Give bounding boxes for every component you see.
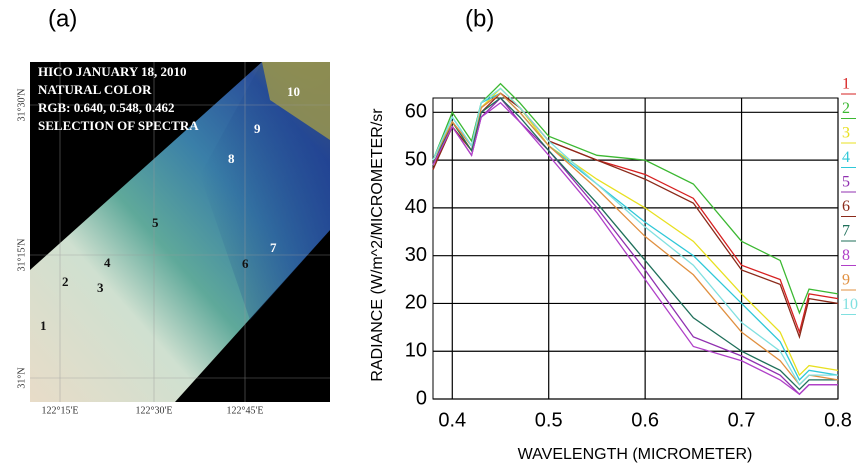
legend-label: 9 bbox=[842, 272, 850, 289]
series-line bbox=[432, 97, 838, 391]
caption: SELECTION OF SPECTRA bbox=[38, 118, 199, 133]
legend-label: 2 bbox=[842, 100, 850, 117]
caption: RGB: 0.640, 0.548, 0.462 bbox=[38, 100, 175, 115]
lon-label: 122°45'E bbox=[227, 405, 264, 416]
point-label: 1 bbox=[40, 318, 47, 333]
point-label: 4 bbox=[104, 255, 111, 270]
lat-label: 31°30'N bbox=[16, 88, 27, 121]
lon-label: 122°15'E bbox=[42, 405, 79, 416]
x-tick-label: 0.5 bbox=[535, 409, 563, 431]
graticule bbox=[30, 62, 330, 402]
x-tick-label: 0.4 bbox=[438, 409, 466, 431]
legend-label: 3 bbox=[842, 125, 850, 142]
series-line bbox=[432, 101, 838, 396]
legend-label: 1 bbox=[842, 76, 850, 93]
legend-label: 10 bbox=[842, 296, 858, 313]
point-label: 5 bbox=[152, 215, 159, 230]
y-tick-label: 0 bbox=[416, 387, 427, 409]
point-label: 3 bbox=[97, 280, 104, 295]
legend-label: 4 bbox=[842, 149, 850, 166]
y-tick-label: 10 bbox=[405, 340, 427, 362]
image-swath-shade bbox=[200, 62, 330, 320]
x-tick-label: 0.6 bbox=[631, 409, 659, 431]
x-tick-label: 0.8 bbox=[824, 409, 852, 431]
y-tick-label: 20 bbox=[405, 292, 427, 314]
chart-title: (b) bbox=[465, 5, 494, 32]
point-label: 8 bbox=[228, 151, 235, 166]
point-label: 6 bbox=[242, 256, 249, 271]
legend-label: 7 bbox=[842, 223, 850, 240]
y-tick-label: 30 bbox=[405, 244, 427, 266]
point-label: 2 bbox=[62, 274, 69, 289]
lat-label: 31°15'N bbox=[16, 238, 27, 271]
point-label: 7 bbox=[270, 240, 277, 255]
point-label: 9 bbox=[254, 121, 261, 136]
legend-label: 6 bbox=[842, 198, 850, 215]
image-coast bbox=[262, 62, 330, 140]
lat-label: 31°N bbox=[16, 367, 27, 388]
y-axis-label: RADIANCE (W/m^2/MICROMETER/sr bbox=[369, 108, 386, 382]
y-tick-label: 50 bbox=[405, 148, 427, 170]
panel-label: (a) bbox=[48, 5, 77, 32]
x-tick-label: 0.7 bbox=[728, 409, 756, 431]
caption: HICO JANUARY 18, 2010 bbox=[38, 64, 187, 79]
y-tick-label: 40 bbox=[405, 196, 427, 218]
lon-label: 122°30'E bbox=[136, 405, 173, 416]
series-line bbox=[432, 87, 838, 386]
caption: NATURAL COLOR bbox=[38, 82, 152, 97]
legend-label: 8 bbox=[842, 247, 850, 264]
point-label: 10 bbox=[287, 84, 300, 99]
series-line bbox=[432, 82, 839, 315]
x-axis-label: WAVELENGTH (MICROMETER) bbox=[518, 446, 753, 463]
legend-label: 5 bbox=[842, 174, 850, 191]
y-tick-label: 60 bbox=[405, 101, 427, 123]
